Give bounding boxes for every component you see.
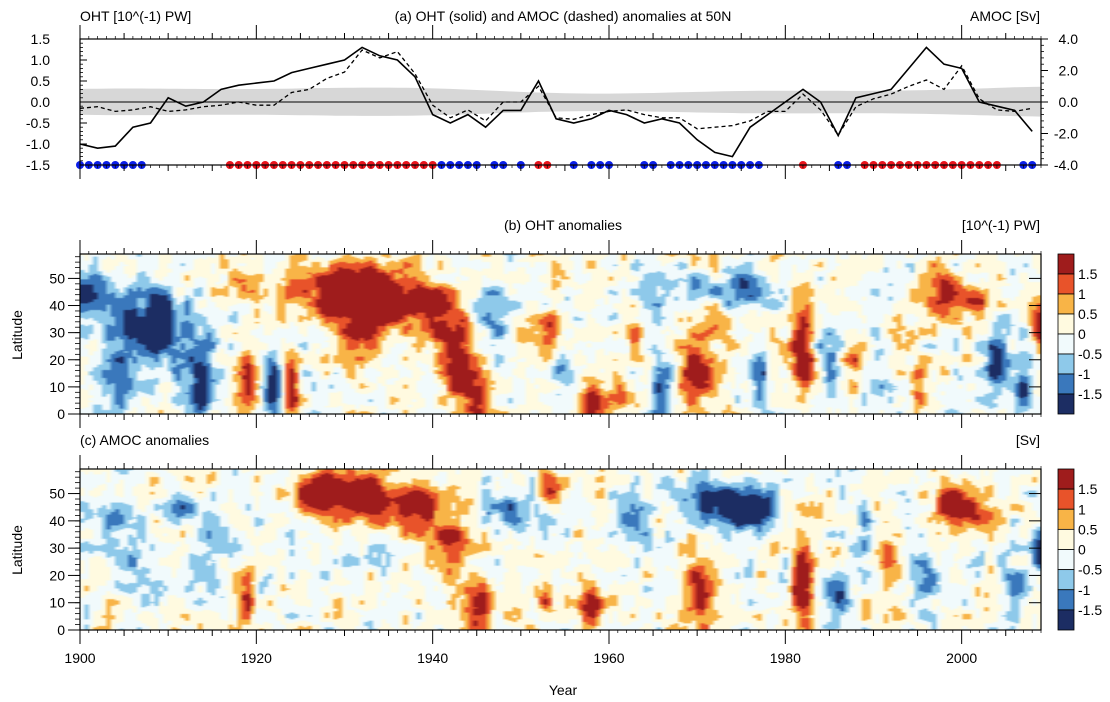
panel-b-title: (b) OHT anomalies (504, 217, 622, 233)
panel-a-right-ticks: 4.0 2.0 0.0 -2.0 -4.0 (1041, 31, 1078, 173)
panel-a-title: (a) OHT (solid) and AMOC (dashed) anomal… (395, 8, 732, 24)
x-tick-label: 1940 (417, 650, 448, 666)
panel-b-units: [10^(-1) PW] (962, 217, 1040, 233)
panel-b-colorbar: 1.5 1 0.5 0 -0.5 -1 -1.5 (1057, 253, 1102, 415)
left-tick-label: 1.5 (31, 31, 51, 47)
colorbar-box (1057, 393, 1075, 415)
colorbar-label: -1.5 (1078, 602, 1102, 618)
oht-heatmap (80, 254, 1041, 414)
panel-a-right-axis-label: AMOC [Sv] (970, 8, 1040, 24)
panel-b-y-ticks: 0 10 20 30 40 50 (49, 256, 1041, 422)
panel-c-y-label: Latitude (9, 525, 25, 575)
colorbar-label: 1.5 (1078, 266, 1098, 282)
panel-c-x-ticks: 1900 1920 1940 1960 1980 2000 (64, 455, 1042, 666)
colorbar-label: -1 (1078, 366, 1091, 382)
left-tick-label: 1.0 (31, 52, 51, 68)
x-tick-label: 1920 (241, 650, 272, 666)
panel-a: OHT [10^(-1) PW] (a) OHT (solid) and AMO… (26, 8, 1078, 179)
y-tick-label: 0 (57, 406, 65, 422)
oht-line (79, 46, 1033, 158)
panel-b: (b) OHT anomalies [10^(-1) PW] 010203040… (9, 217, 1102, 428)
panel-c-y-ticks: 0 10 20 30 40 50 (49, 471, 1041, 638)
left-tick-label: -1.0 (26, 136, 50, 152)
x-tick-label: 1980 (770, 650, 801, 666)
colorbar-label: 0.5 (1078, 306, 1098, 322)
colorbar-label: -0.5 (1078, 562, 1102, 578)
x-tick-label: 2000 (946, 650, 977, 666)
right-tick-label: 4.0 (1059, 31, 1079, 47)
right-tick-label: -2.0 (1054, 126, 1078, 142)
panel-b-y-label: Latitude (9, 310, 25, 360)
y-tick-label: 40 (49, 298, 65, 314)
colorbar-box (1057, 373, 1075, 395)
colorbar-box (1057, 273, 1075, 295)
y-tick-label: 30 (49, 540, 65, 556)
colorbar-box (1057, 549, 1075, 571)
y-tick-label: 30 (49, 325, 65, 341)
panel-a-left-axis-label: OHT [10^(-1) PW] (80, 8, 191, 24)
panel-a-x-ticks (79, 25, 1042, 179)
y-tick-label: 10 (49, 379, 65, 395)
colorbar-box (1057, 333, 1075, 355)
y-tick-label: 10 (49, 595, 65, 611)
x-tick-label: 1900 (64, 650, 95, 666)
panel-c-title: (c) AMOC anomalies (80, 432, 209, 448)
panel-a-left-ticks: 1.5 1.0 0.5 0.0 -0.5 -1.0 -1.5 (26, 31, 87, 173)
colorbar-box (1057, 508, 1075, 530)
y-tick-label: 0 (57, 622, 65, 638)
y-tick-label: 50 (49, 270, 65, 286)
colorbar-label: -1 (1078, 582, 1091, 598)
right-tick-label: -4.0 (1054, 157, 1078, 173)
colorbar-box (1057, 488, 1075, 510)
colorbar-label: 0.5 (1078, 521, 1098, 537)
colorbar-box (1057, 293, 1075, 315)
colorbar-label: 1 (1078, 286, 1086, 302)
colorbar-label: 1 (1078, 501, 1086, 517)
colorbar-label: -0.5 (1078, 346, 1102, 362)
y-tick-label: 20 (49, 567, 65, 583)
colorbar-box (1057, 353, 1075, 375)
colorbar-box (1057, 569, 1075, 591)
y-tick-label: 20 (49, 352, 65, 368)
colorbar-box (1057, 609, 1075, 631)
colorbar-label: -1.5 (1078, 386, 1102, 402)
panel-c-frame (79, 468, 1042, 631)
colorbar-label: 0 (1078, 542, 1086, 558)
x-tick-label: 1960 (593, 650, 624, 666)
right-tick-label: 2.0 (1059, 63, 1079, 79)
colorbar-box (1057, 589, 1075, 611)
right-tick-label: 0.0 (1059, 94, 1079, 110)
colorbar-box (1057, 468, 1075, 490)
colorbar-label: 1.5 (1078, 481, 1098, 497)
left-tick-label: -0.5 (26, 115, 50, 131)
colorbar-box (1057, 253, 1075, 275)
x-axis-label: Year (549, 682, 578, 698)
colorbar-box (1057, 528, 1075, 550)
colorbar-label: 0 (1078, 326, 1086, 342)
panel-c-colorbar: 1.5 1 0.5 0 -0.5 -1 -1.5 (1057, 468, 1102, 631)
y-tick-label: 50 (49, 486, 65, 502)
left-tick-label: 0.5 (31, 73, 51, 89)
panel-c-units: [Sv] (1016, 432, 1040, 448)
amoc-line (79, 49, 1033, 137)
colorbar-box (1057, 313, 1075, 335)
panel-b-frame (79, 253, 1042, 415)
left-tick-label: 0.0 (31, 94, 51, 110)
amoc-heatmap (80, 469, 1041, 630)
panel-b-x-ticks (79, 240, 1042, 428)
y-tick-label: 40 (49, 513, 65, 529)
left-tick-label: -1.5 (26, 157, 50, 173)
